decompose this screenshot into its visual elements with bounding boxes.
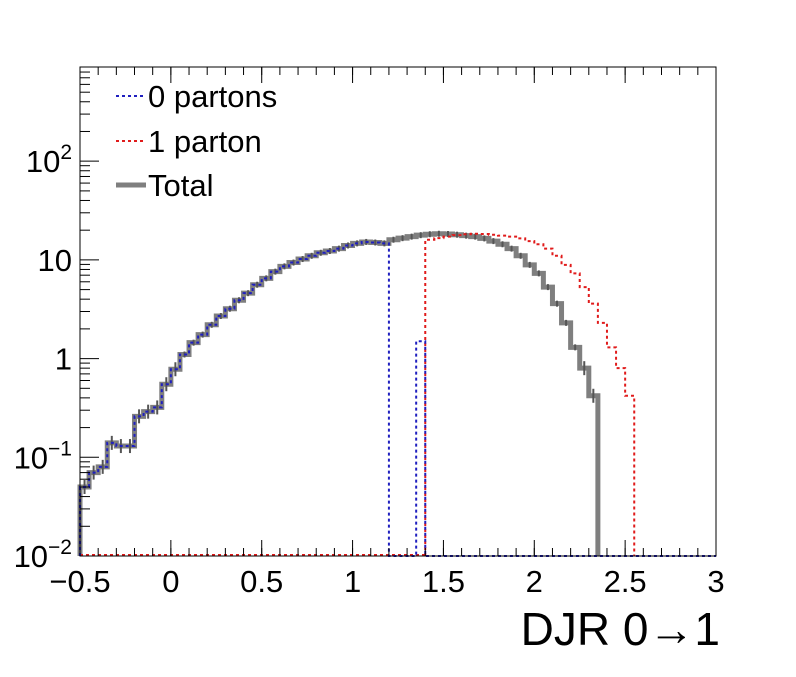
y-tick-label: 10 (38, 243, 72, 278)
legend-label-1-parton: 1 parton (148, 124, 262, 159)
series-1-parton-histogram (424, 232, 636, 556)
y-tick-label: 1 (55, 342, 72, 377)
legend-label-0-partons: 0 partons (148, 79, 277, 114)
x-tick-label: 0.5 (240, 564, 283, 599)
y-tick-label: 10−1 (14, 437, 72, 475)
legend-label-total: Total (148, 168, 213, 203)
x-tick-label: 2 (526, 564, 543, 599)
x-tick-label: 1.5 (422, 564, 465, 599)
tick-labels: −0.5 0 0.5 1 1.5 2 2.5 3 10−2 10−1 1 10 102 (14, 141, 725, 599)
x-tick-label: 2.5 (604, 564, 647, 599)
x-tick-label: 3 (707, 564, 724, 599)
y-tick-label: 102 (26, 141, 72, 179)
legend: 0 partons 1 parton Total (116, 79, 277, 203)
x-tick-label: 0 (162, 564, 179, 599)
x-tick-label: 1 (344, 564, 361, 599)
x-tick-label: −0.5 (49, 564, 110, 599)
series-0-partons-histogram (79, 240, 716, 557)
axis-ticks (79, 66, 717, 557)
y-tick-label: 10−2 (14, 536, 72, 574)
x-axis-title: DJR 0→1 (521, 603, 720, 655)
histogram-layer (77, 230, 716, 557)
